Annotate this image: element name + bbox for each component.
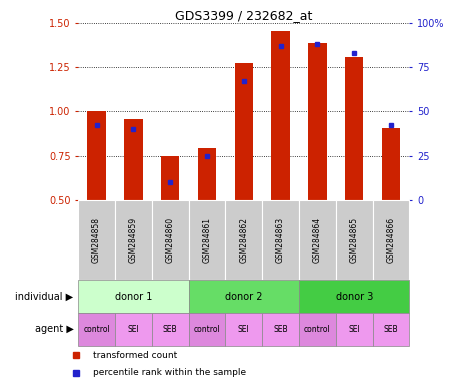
Text: SEI: SEI bbox=[237, 325, 249, 334]
Bar bbox=[308, 43, 326, 200]
Text: GSM284862: GSM284862 bbox=[239, 217, 248, 263]
Text: SEI: SEI bbox=[347, 325, 359, 334]
Bar bbox=[188, 200, 225, 280]
Text: GSM284860: GSM284860 bbox=[165, 217, 174, 263]
Text: SEB: SEB bbox=[383, 325, 397, 334]
Text: GSM284865: GSM284865 bbox=[349, 217, 358, 263]
Bar bbox=[335, 313, 372, 346]
Text: individual ▶: individual ▶ bbox=[16, 291, 73, 302]
Text: SEI: SEI bbox=[127, 325, 139, 334]
Text: donor 1: donor 1 bbox=[114, 291, 152, 302]
Text: donor 3: donor 3 bbox=[335, 291, 372, 302]
Text: GSM284863: GSM284863 bbox=[275, 217, 285, 263]
Bar bbox=[115, 200, 151, 280]
Text: control: control bbox=[303, 325, 330, 334]
Text: control: control bbox=[83, 325, 110, 334]
Bar bbox=[78, 280, 188, 313]
Text: control: control bbox=[193, 325, 220, 334]
Text: GSM284864: GSM284864 bbox=[312, 217, 321, 263]
Text: SEB: SEB bbox=[273, 325, 287, 334]
Bar bbox=[115, 313, 151, 346]
Bar bbox=[225, 200, 262, 280]
Bar bbox=[381, 128, 399, 200]
Bar bbox=[344, 58, 363, 200]
Bar bbox=[124, 119, 142, 200]
Bar bbox=[372, 200, 409, 280]
Bar bbox=[78, 200, 115, 280]
Text: percentile rank within the sample: percentile rank within the sample bbox=[93, 368, 246, 377]
Bar bbox=[87, 111, 106, 200]
Bar bbox=[335, 200, 372, 280]
Bar bbox=[188, 313, 225, 346]
Text: donor 2: donor 2 bbox=[224, 291, 262, 302]
Bar bbox=[234, 63, 252, 200]
Bar bbox=[151, 200, 188, 280]
Bar bbox=[298, 280, 409, 313]
Text: GSM284858: GSM284858 bbox=[92, 217, 101, 263]
Title: GDS3399 / 232682_at: GDS3399 / 232682_at bbox=[175, 9, 312, 22]
Bar bbox=[197, 149, 216, 200]
Bar bbox=[271, 31, 289, 200]
Text: agent ▶: agent ▶ bbox=[34, 324, 73, 334]
Bar bbox=[262, 313, 298, 346]
Bar bbox=[298, 200, 335, 280]
Text: SEB: SEB bbox=[162, 325, 177, 334]
Text: GSM284859: GSM284859 bbox=[129, 217, 138, 263]
Bar bbox=[188, 280, 298, 313]
Bar bbox=[262, 200, 298, 280]
Text: transformed count: transformed count bbox=[93, 351, 177, 360]
Bar bbox=[225, 313, 262, 346]
Bar bbox=[298, 313, 335, 346]
Text: GSM284861: GSM284861 bbox=[202, 217, 211, 263]
Bar bbox=[372, 313, 409, 346]
Bar bbox=[78, 313, 115, 346]
Bar bbox=[151, 313, 188, 346]
Text: GSM284866: GSM284866 bbox=[386, 217, 395, 263]
Bar bbox=[161, 156, 179, 200]
